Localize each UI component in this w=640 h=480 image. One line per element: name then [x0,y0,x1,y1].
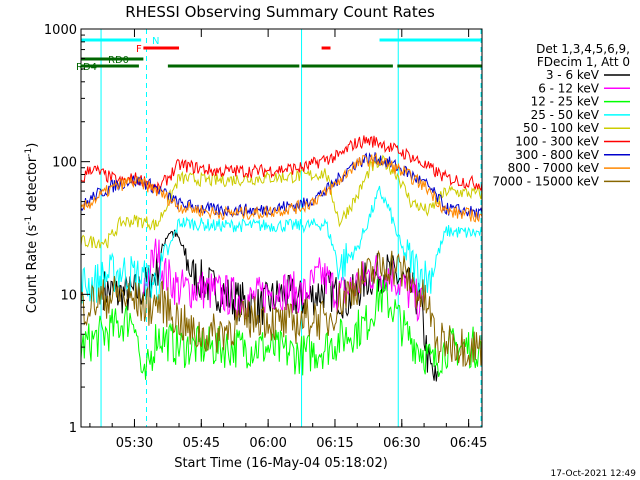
y-axis-label-sup-1: -1 [24,216,34,225]
series-line-7 [80,152,483,220]
series-line-5 [80,154,483,249]
x-tick-label-3: 06:00 [249,436,286,451]
state-label-n: N [152,36,159,47]
plot-frame [80,28,483,428]
legend-label-8: 800 - 7000 keV [508,161,600,175]
y-axis-label: Count Rate (s-1 detector-1) [24,143,40,314]
legend-label-4: 25 - 50 keV [531,108,600,122]
legend-header-2: FDecim 1, Att 0 [537,55,630,69]
x-tick-label-4: 06:15 [316,436,353,451]
chart-title: RHESSI Observing Summary Count Rates [125,3,435,21]
legend-label-7: 300 - 800 keV [515,148,599,162]
legend-label-1: 3 - 6 keV [546,68,600,82]
legend-label-2: 6 - 12 keV [538,81,600,95]
legend-label-3: 12 - 25 keV [531,95,600,109]
legend: Det 1,3,4,5,6,9, FDecim 1, Att 0 3 - 6 k… [492,42,630,188]
legend-label-6: 100 - 300 keV [515,135,599,149]
y-tick-label-3: 100 [52,156,77,171]
x-tick-label-2: 05:45 [183,436,220,451]
x-tick-label-5: 06:30 [383,436,420,451]
timestamp: 17-Oct-2021 12:49 [551,469,637,479]
y-tick-label-4: 1000 [44,23,77,38]
x-tick-label-6: 06:45 [450,436,487,451]
series-line-9 [80,249,483,368]
y-tick-label-2: 10 [60,288,77,303]
y-tick-label-1: 1 [69,421,77,436]
state-label-f: F [136,44,142,55]
x-tick-label-1: 05:30 [116,436,153,451]
series-line-1 [102,229,438,382]
x-axis-label: Start Time (16-May-04 05:18:02) [174,456,388,471]
y-axis-label-sup-2: -1 [24,148,34,157]
legend-label-5: 50 - 100 keV [523,121,600,135]
series-line-8 [80,152,483,223]
series-line-3 [80,279,483,380]
y-axis-label-part-3: ) [25,143,40,148]
y-axis-label-part-2: detector [25,156,40,216]
state-label-rd0: RD0 [108,55,129,66]
y-axis-label-part-1: Count Rate (s [25,225,40,314]
series-line-4 [80,185,483,304]
legend-label-9: 7000 - 15000 keV [492,174,599,188]
plot-area [80,29,483,427]
state-label-rd4: RD4 [76,62,97,73]
axes: NF RD0 RD4 05:30 05:45 06:00 06:15 06:30 06:45 1 1… [44,23,487,451]
legend-header-1: Det 1,3,4,5,6,9, [536,42,630,56]
